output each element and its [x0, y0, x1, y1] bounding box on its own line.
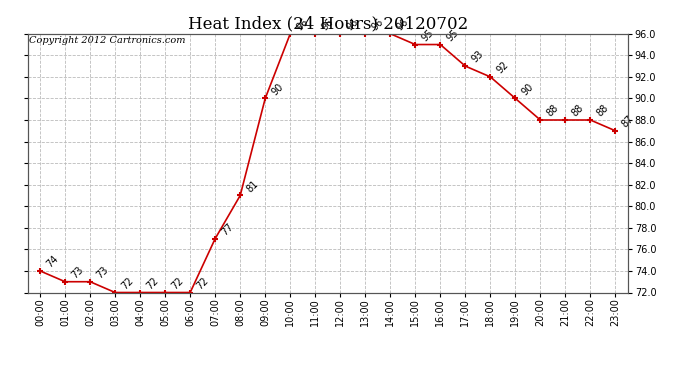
Text: 96: 96 — [344, 16, 360, 32]
Text: 90: 90 — [520, 81, 535, 97]
Text: 96: 96 — [319, 16, 335, 32]
Text: 87: 87 — [620, 114, 635, 129]
Text: 88: 88 — [595, 103, 610, 118]
Text: 74: 74 — [44, 254, 60, 270]
Text: 88: 88 — [569, 103, 585, 118]
Text: 73: 73 — [69, 264, 85, 280]
Title: Heat Index (24 Hours) 20120702: Heat Index (24 Hours) 20120702 — [188, 15, 468, 32]
Text: 93: 93 — [469, 49, 485, 65]
Text: 95: 95 — [444, 27, 460, 43]
Text: 96: 96 — [369, 16, 385, 32]
Text: 92: 92 — [495, 60, 511, 75]
Text: 77: 77 — [219, 221, 235, 237]
Text: 72: 72 — [195, 275, 210, 291]
Text: 72: 72 — [169, 275, 185, 291]
Text: 90: 90 — [269, 81, 285, 97]
Text: 88: 88 — [544, 103, 560, 118]
Text: 72: 72 — [119, 275, 135, 291]
Text: 96: 96 — [395, 16, 410, 32]
Text: 73: 73 — [95, 264, 110, 280]
Text: Copyright 2012 Cartronics.com: Copyright 2012 Cartronics.com — [29, 36, 186, 45]
Text: 81: 81 — [244, 178, 260, 194]
Text: 95: 95 — [420, 27, 435, 43]
Text: 96: 96 — [295, 16, 310, 32]
Text: 72: 72 — [144, 275, 160, 291]
